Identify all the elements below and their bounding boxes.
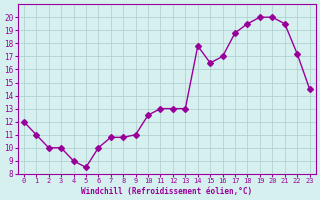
X-axis label: Windchill (Refroidissement éolien,°C): Windchill (Refroidissement éolien,°C) [81, 187, 252, 196]
